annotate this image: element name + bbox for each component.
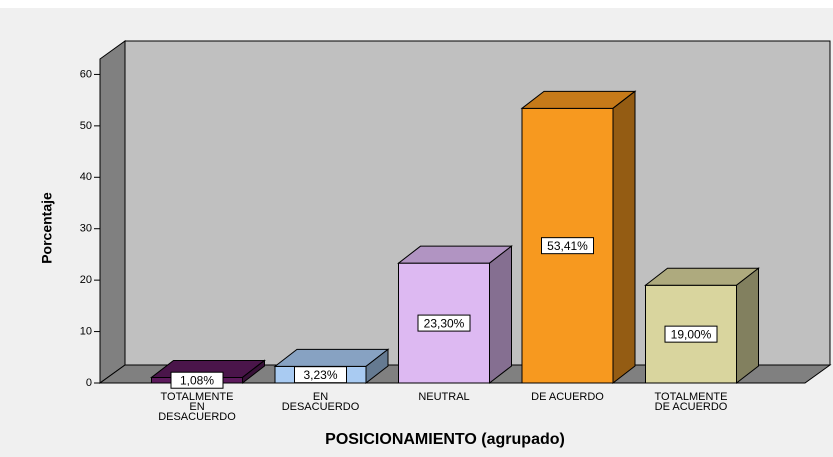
x-tick-label: EN [189,401,204,413]
value-label: 19,00% [671,327,712,341]
x-tick-label: DESACUERDO [282,401,360,413]
value-label: 53,41% [547,239,588,253]
x-tick-label: TOTALMENTE [655,391,728,403]
x-tick-label: TOTALMENTE [161,391,234,403]
x-tick-label: EN [313,391,328,403]
x-tick-label: DE ACUERDO [655,401,728,413]
x-tick-label: DESACUERDO [158,411,236,423]
left-wall [99,40,126,384]
value-label-box [664,325,718,343]
y-tick-label: 30 [80,223,92,235]
bar [397,245,513,385]
bar-side [242,359,265,385]
bar-side [489,245,512,385]
y-axis-label: Porcentaje [39,192,55,264]
value-label-box [294,366,347,384]
y-tick-label: 0 [86,377,92,389]
value-label-box [541,237,594,255]
y-tick-label: 50 [80,120,92,132]
x-tick-label: DE ACUERDO [531,391,604,403]
value-label-box [170,371,224,389]
bar-side [612,90,636,385]
bar-side [365,348,389,385]
value-label: 3,23% [303,368,337,382]
value-label: 23,30% [424,316,465,330]
value-label-box [417,314,471,332]
x-tick-label: NEUTRAL [418,391,469,403]
value-label: 1,08% [180,373,214,387]
y-tick-label: 60 [80,68,92,80]
y-tick-label: 40 [80,171,92,183]
x-axis-label: POSICIONAMIENTO (agrupado) [325,431,565,448]
y-tick-label: 20 [80,274,92,286]
bar-side [736,267,759,385]
y-tick-label: 10 [80,325,92,337]
